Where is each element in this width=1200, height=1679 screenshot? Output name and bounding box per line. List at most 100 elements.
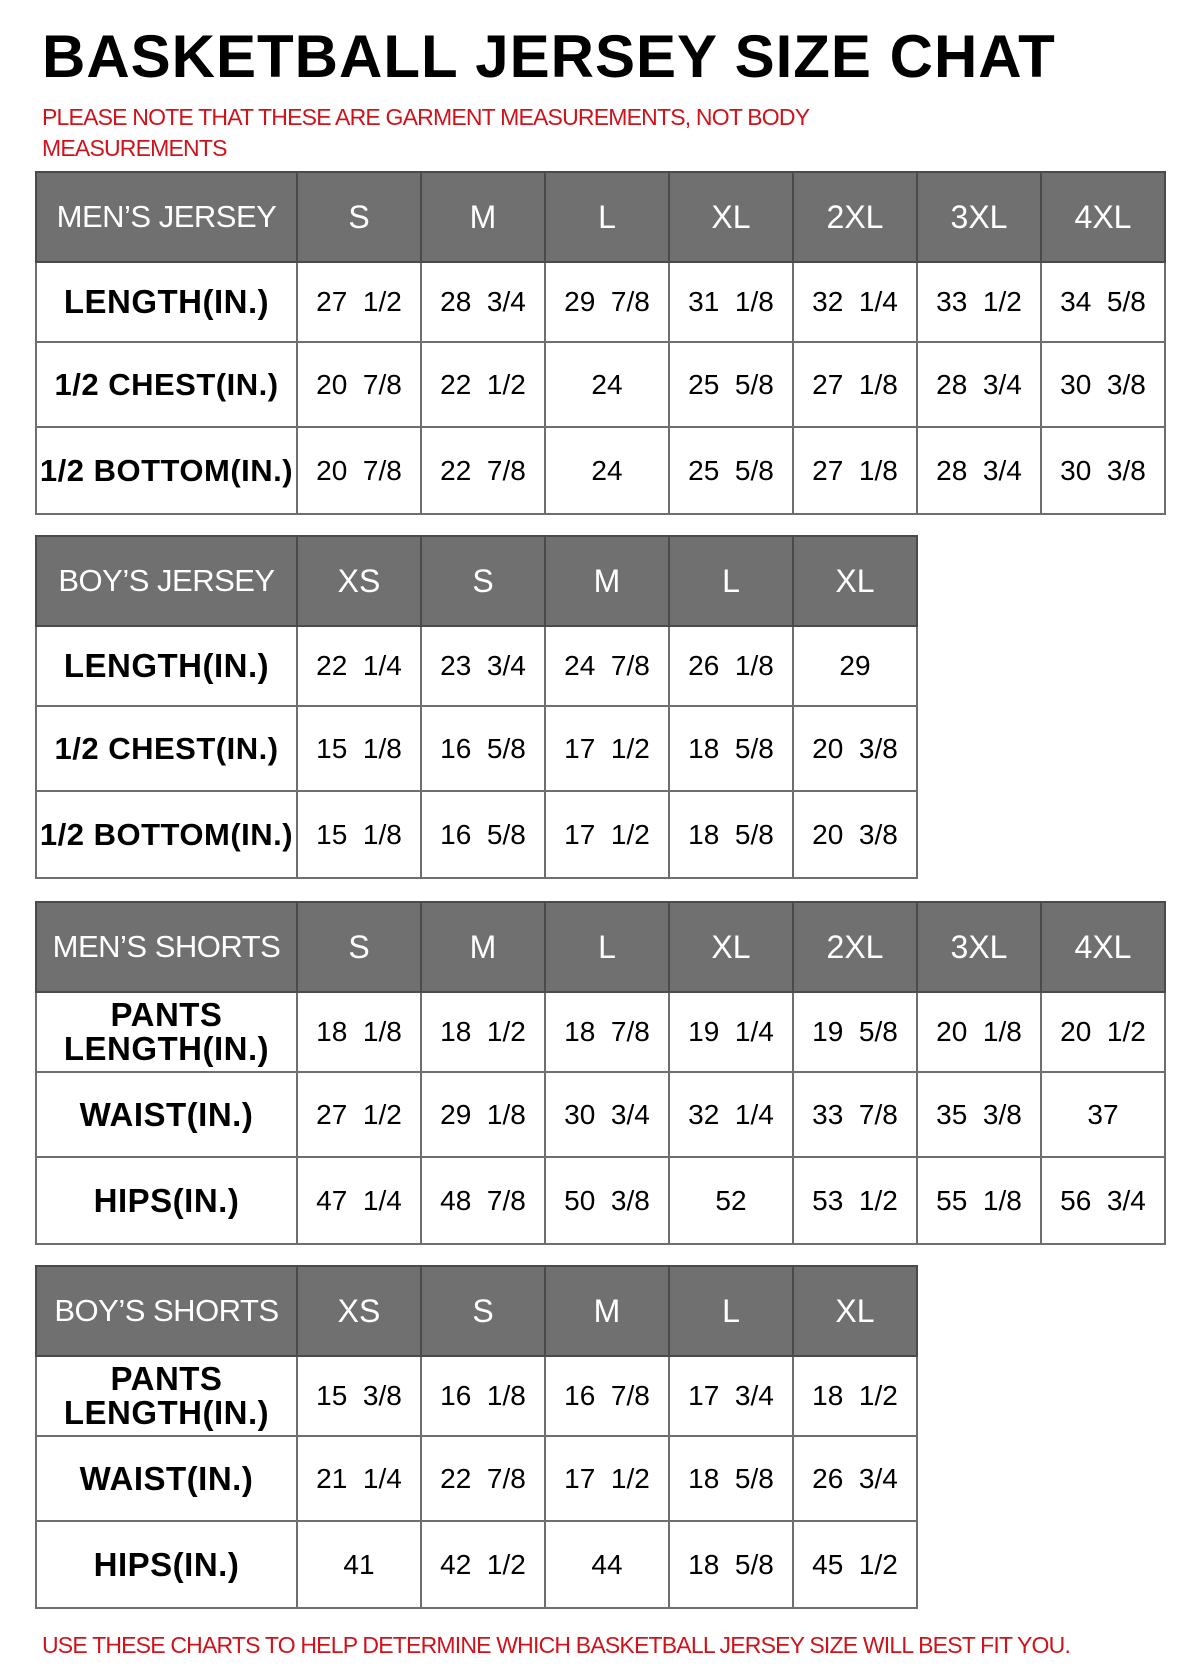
table-row: WAIST(IN.) 21 1/4 22 7/8 17 1/2 18 5/8 26 3/4 [35, 1435, 918, 1522]
table-row: 1/2 BOTTOM(IN.) 20 7/8 22 7/8 24 25 5/8 27 1/… [35, 426, 1166, 515]
measurement-value: 18 5/8 [668, 705, 794, 792]
measurement-value: 33 7/8 [792, 1071, 918, 1158]
table-row: 1/2 BOTTOM(IN.) 15 1/8 16 5/8 17 1/2 18 5/8 2… [35, 790, 918, 879]
measurement-value: 18 5/8 [668, 1520, 794, 1609]
measurement-value: 32 1/4 [792, 261, 918, 343]
measurement-value: 28 3/4 [916, 341, 1042, 428]
measurement-label: 1/2 CHEST(IN.) [35, 705, 298, 792]
measurement-value: 22 7/8 [420, 1435, 546, 1522]
size-header: 2XL [792, 171, 918, 263]
measurement-value: 28 3/4 [420, 261, 546, 343]
size-header: M [544, 1265, 670, 1357]
measurement-label: LENGTH(IN.) [35, 625, 298, 707]
measurement-label: 1/2 BOTTOM(IN.) [35, 426, 298, 515]
measurement-value: 26 1/8 [668, 625, 794, 707]
table-row: PANTS LENGTH(IN.) 15 3/8 16 1/8 16 7/8 17 3/… [35, 1355, 918, 1437]
measurement-value: 18 7/8 [544, 991, 670, 1073]
measurement-value: 17 1/2 [544, 790, 670, 879]
measurement-value: 24 7/8 [544, 625, 670, 707]
measurement-value: 50 3/8 [544, 1156, 670, 1245]
size-header: 3XL [916, 171, 1042, 263]
measurement-value: 15 1/8 [296, 705, 422, 792]
measurement-value: 16 7/8 [544, 1355, 670, 1437]
measurement-value: 25 5/8 [668, 341, 794, 428]
header-row: MEN’S JERSEY S M L XL 2XL 3XL 4XL [35, 171, 1166, 263]
size-header: XL [668, 901, 794, 993]
table-heading: MEN’S JERSEY [35, 171, 298, 263]
measurement-value: 20 1/2 [1040, 991, 1166, 1073]
measurement-value: 18 1/2 [420, 991, 546, 1073]
table-row: 1/2 CHEST(IN.) 15 1/8 16 5/8 17 1/2 18 5/8 20… [35, 705, 918, 792]
measurement-value: 28 3/4 [916, 426, 1042, 515]
table-row: HIPS(IN.) 41 42 1/2 44 18 5/8 45 1/2 [35, 1520, 918, 1609]
size-header: L [544, 171, 670, 263]
measurement-label: PANTS LENGTH(IN.) [35, 991, 298, 1073]
measurement-value: 53 1/2 [792, 1156, 918, 1245]
header-row: BOY’S JERSEY XS S M L XL [35, 535, 918, 627]
measurement-label: 1/2 CHEST(IN.) [35, 341, 298, 428]
size-header: XS [296, 1265, 422, 1357]
size-header: L [668, 535, 794, 627]
measurement-value: 26 3/4 [792, 1435, 918, 1522]
measurement-label: HIPS(IN.) [35, 1156, 298, 1245]
measurement-value: 47 1/4 [296, 1156, 422, 1245]
size-header: 4XL [1040, 171, 1166, 263]
table-heading: BOY’S SHORTS [35, 1265, 298, 1357]
measurement-label: WAIST(IN.) [35, 1435, 298, 1522]
size-header: M [420, 901, 546, 993]
footer-note: USE THESE CHARTS TO HELP DETERMINE WHICH… [42, 1632, 1071, 1658]
measurement-value: 33 1/2 [916, 261, 1042, 343]
measurement-value: 16 5/8 [420, 705, 546, 792]
measurement-value: 19 5/8 [792, 991, 918, 1073]
measurement-value: 27 1/2 [296, 1071, 422, 1158]
measurement-value: 18 5/8 [668, 1435, 794, 1522]
size-header: S [296, 901, 422, 993]
measurement-value: 17 1/2 [544, 1435, 670, 1522]
measurement-value: 27 1/2 [296, 261, 422, 343]
measurement-value: 16 5/8 [420, 790, 546, 879]
measurement-value: 25 5/8 [668, 426, 794, 515]
size-header: M [544, 535, 670, 627]
measurement-value: 31 1/8 [668, 261, 794, 343]
measurement-value: 17 3/4 [668, 1355, 794, 1437]
measurement-value: 32 1/4 [668, 1071, 794, 1158]
measurement-value: 29 7/8 [544, 261, 670, 343]
mens-jersey-table: MEN’S JERSEY S M L XL 2XL 3XL 4XL LENGTH(IN.) 27 … [35, 171, 1166, 515]
measurement-value: 48 7/8 [420, 1156, 546, 1245]
boys-shorts-table: BOY’S SHORTS XS S M L XL PANTS LENGTH(IN.) 15 3… [35, 1265, 918, 1609]
measurement-value: 55 1/8 [916, 1156, 1042, 1245]
measurement-value: 24 [544, 426, 670, 515]
measurement-value: 20 3/8 [792, 790, 918, 879]
measurement-value: 30 3/4 [544, 1071, 670, 1158]
measurement-value: 18 1/8 [296, 991, 422, 1073]
measurement-value: 23 3/4 [420, 625, 546, 707]
size-header: XL [668, 171, 794, 263]
measurement-label: WAIST(IN.) [35, 1071, 298, 1158]
measurement-value: 42 1/2 [420, 1520, 546, 1609]
measurement-value: 15 3/8 [296, 1355, 422, 1437]
size-header: XL [792, 1265, 918, 1357]
size-header: L [668, 1265, 794, 1357]
measurement-value: 22 1/4 [296, 625, 422, 707]
garment-note: PLEASE NOTE THAT THESE ARE GARMENT MEASU… [42, 104, 810, 161]
size-header: 2XL [792, 901, 918, 993]
size-header: S [296, 171, 422, 263]
table-heading: BOY’S JERSEY [35, 535, 298, 627]
boys-jersey-table: BOY’S JERSEY XS S M L XL LENGTH(IN.) 22 1/4 23 3… [35, 535, 918, 879]
mens-shorts-table: MEN’S SHORTS S M L XL 2XL 3XL 4XL PANTS LENGTH(I… [35, 901, 1166, 1245]
measurement-value: 18 1/2 [792, 1355, 918, 1437]
measurement-value: 37 [1040, 1071, 1166, 1158]
header-row: BOY’S SHORTS XS S M L XL [35, 1265, 918, 1357]
measurement-value: 44 [544, 1520, 670, 1609]
measurement-value: 34 5/8 [1040, 261, 1166, 343]
measurement-value: 52 [668, 1156, 794, 1245]
size-header: 4XL [1040, 901, 1166, 993]
measurement-value: 16 1/8 [420, 1355, 546, 1437]
measurement-value: 22 7/8 [420, 426, 546, 515]
measurement-label: 1/2 BOTTOM(IN.) [35, 790, 298, 879]
measurement-value: 20 7/8 [296, 341, 422, 428]
measurement-value: 19 1/4 [668, 991, 794, 1073]
size-header: XS [296, 535, 422, 627]
size-header: S [420, 1265, 546, 1357]
measurement-value: 45 1/2 [792, 1520, 918, 1609]
